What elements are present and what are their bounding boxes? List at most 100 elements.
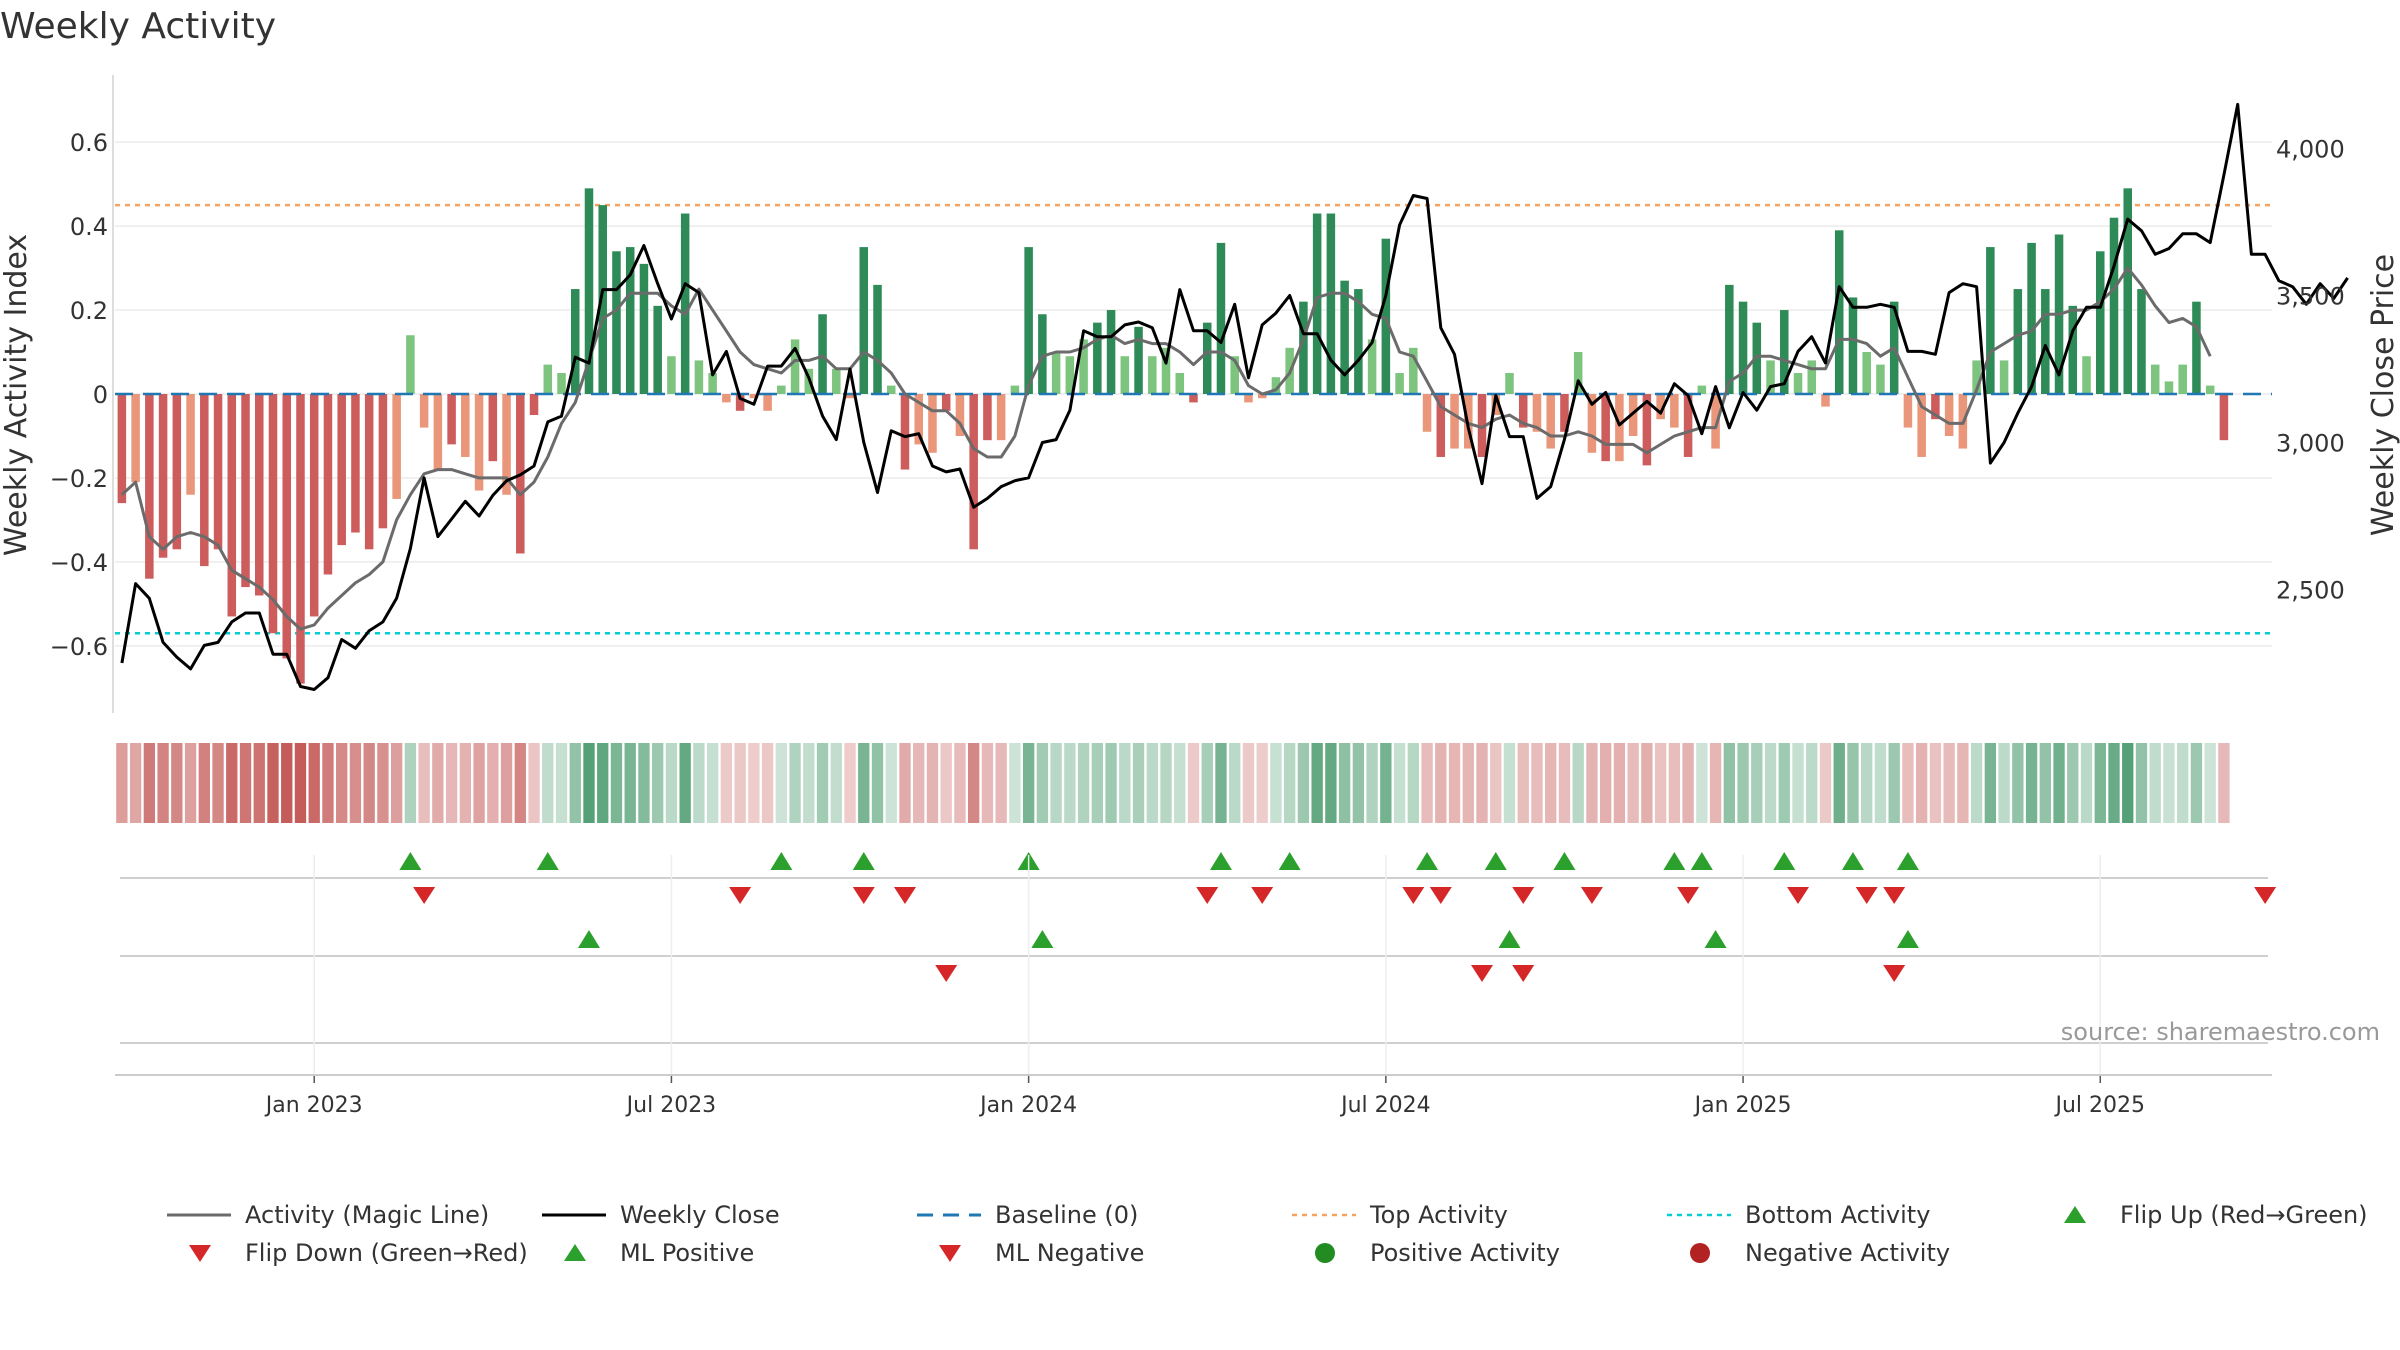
flip-down-marker [1855, 887, 1878, 904]
activity-bar [1518, 394, 1528, 428]
activity-bar [2164, 381, 2174, 394]
activity-bar [213, 394, 223, 550]
strip-cell [1490, 743, 1502, 823]
activity-bar [1409, 347, 1418, 394]
activity-bar [1230, 356, 1239, 394]
strip-cell [1036, 743, 1049, 823]
strip-cell [968, 743, 980, 823]
activity-bar [337, 394, 346, 546]
legend-label: Flip Up (Red→Green) [2120, 1201, 2368, 1229]
strip-cell [2190, 743, 2203, 823]
strip-cell [1668, 743, 1681, 823]
strip-cell [1462, 743, 1474, 823]
activity-bar [1738, 301, 1748, 394]
strip-cell [1160, 743, 1172, 823]
activity-bar [2178, 364, 2187, 394]
x-tick-label: Jul 2025 [2053, 1093, 2145, 1118]
y-tick-label: 0.2 [70, 297, 108, 325]
strip-cell [624, 743, 636, 823]
strip-cell [816, 743, 829, 823]
flip-up-marker [770, 852, 793, 870]
strip-cell [597, 743, 609, 823]
activity-bar [268, 394, 278, 634]
activity-bar [1587, 394, 1597, 453]
strip-cell [1229, 743, 1241, 823]
strip-cell [1503, 743, 1516, 823]
activity-bar [941, 394, 951, 411]
activity-bar [2205, 385, 2215, 394]
strip-cell [1174, 743, 1186, 823]
strip-cell [473, 743, 485, 823]
strip-cell [2122, 743, 2134, 823]
flip-up-marker [852, 852, 875, 870]
triangle-down-red-icon [915, 1238, 985, 1268]
activity-bar [2137, 289, 2146, 394]
strip-cell [1806, 743, 1818, 823]
activity-bar [1862, 352, 1871, 394]
strip-cell [1792, 743, 1804, 823]
activity-bar [419, 394, 429, 428]
strip-cell [1929, 743, 1942, 823]
strip-cell [913, 743, 925, 823]
activity-bar [1257, 394, 1267, 399]
strip-cell [638, 743, 650, 823]
strip-cell [2163, 743, 2175, 823]
strip-cell [1902, 743, 1914, 823]
activity-bar [1972, 360, 1981, 394]
activity-bar [900, 394, 910, 470]
strip-cell [1338, 743, 1351, 823]
strip-cell [652, 743, 664, 823]
activity-bar [1999, 360, 2009, 394]
legend-item: Top Activity [1290, 1200, 1508, 1230]
triangle-down-red-icon [165, 1238, 235, 1268]
strip-cell [116, 743, 128, 823]
legend-label: Activity (Magic Line) [245, 1201, 490, 1229]
strip-cell [844, 743, 856, 823]
strip-cell [1105, 743, 1117, 823]
activity-bar [1903, 394, 1913, 428]
strip-cell [377, 743, 389, 823]
strip-cell [569, 743, 581, 823]
flip-down-marker [1402, 887, 1425, 904]
strip-cell [1874, 743, 1887, 823]
strip-cell [1009, 743, 1021, 823]
strip-cell [981, 743, 994, 823]
ml-positive-marker [1031, 930, 1054, 948]
strip-cell [514, 743, 526, 823]
activity-bar [1120, 356, 1130, 394]
legend-label: Positive Activity [1370, 1239, 1560, 1267]
strip-cell [198, 743, 210, 823]
strip-cell [693, 743, 705, 823]
ml-negative-marker [1512, 965, 1535, 982]
activity-bar [735, 394, 745, 411]
activity-bar [1093, 322, 1102, 394]
activity-bar [749, 394, 759, 399]
y-tick-label: 0.4 [70, 213, 108, 241]
activity-bar [1642, 394, 1652, 466]
strip-cell [2067, 743, 2079, 823]
flip-up-marker [1841, 852, 1864, 870]
activity-bar [1381, 238, 1391, 394]
strip-cell [871, 743, 884, 823]
strip-cell [610, 743, 623, 823]
flip-up-marker [1484, 852, 1507, 870]
strip-cell [1682, 743, 1694, 823]
strip-cell [322, 743, 334, 823]
strip-cell [1709, 743, 1722, 823]
y2-tick-label: 3,500 [2276, 283, 2345, 311]
ml-positive-marker [1896, 930, 1919, 948]
flip-down-marker [1580, 887, 1603, 904]
activity-bar [2027, 242, 2036, 394]
strip-cell [1119, 743, 1131, 823]
activity-bar [1175, 373, 1185, 394]
strip-cell [1545, 743, 1557, 823]
activity-bar [1615, 394, 1624, 462]
activity-bar [1106, 310, 1116, 394]
strip-cell [555, 743, 568, 823]
activity-bar [1148, 356, 1157, 394]
strip-cell [336, 743, 348, 823]
strip-cell [1077, 743, 1090, 823]
flip-up-marker [1416, 852, 1439, 870]
strip-cell [253, 743, 265, 823]
activity-bar [790, 339, 800, 394]
